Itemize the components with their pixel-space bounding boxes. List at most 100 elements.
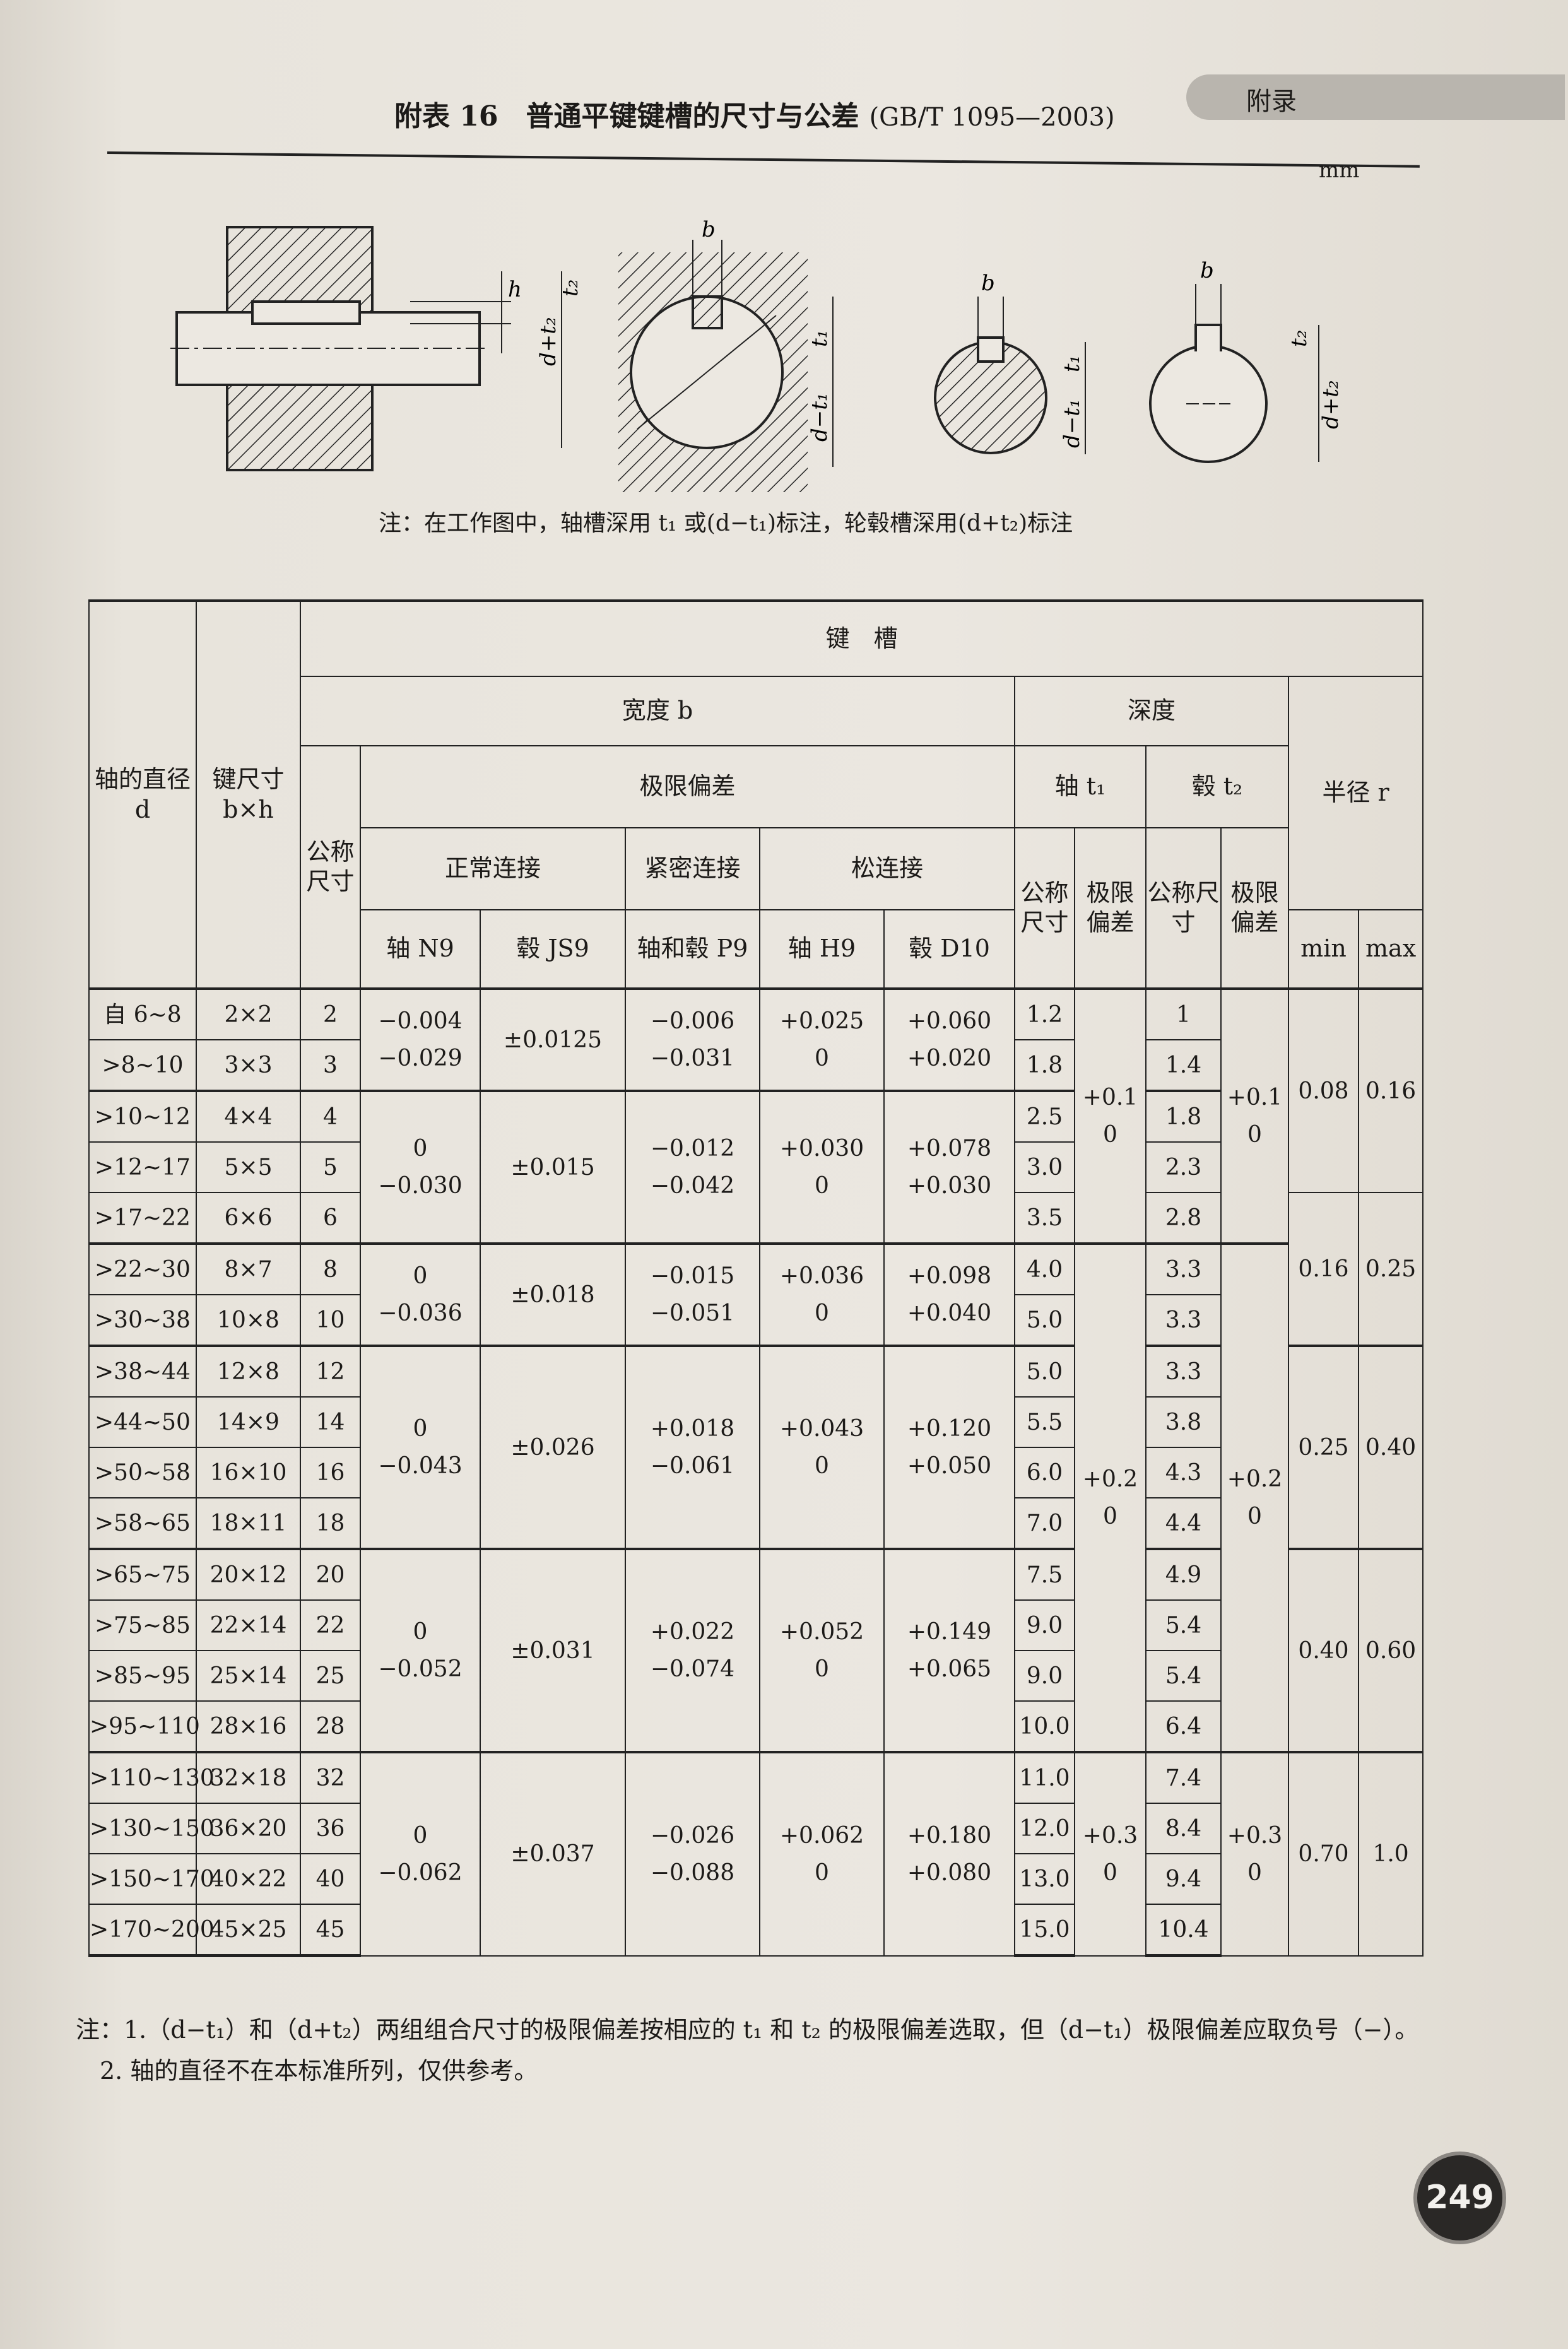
p9-deviation-cell-value: +0.018 (650, 1416, 735, 1442)
table-row: >150~170 40×22 40 13.0 9.4 (88, 1853, 1423, 1905)
key-size-cell: 18×11 (196, 1497, 301, 1550)
col-key-size: 键尺寸 b×h (196, 599, 301, 989)
col-normal-fit: 正常连接 (360, 827, 626, 910)
js9-deviation-cell: ±0.018 (480, 1242, 626, 1346)
col-p9: 轴和毂 P9 (625, 909, 760, 989)
shaft-diameter-cell: >12~17 (88, 1141, 197, 1193)
t2-nominal-cell: 3.3 (1145, 1345, 1222, 1398)
t1-nominal-cell: 1.2 (1014, 987, 1075, 1040)
p9-deviation-cell-value: −0.088 (650, 1859, 735, 1886)
n9-deviation-cell-value: −0.030 (378, 1173, 463, 1199)
nominal-width-cell: 36 (300, 1803, 361, 1854)
table-body: 自 6~8 2×2 2 −0.004 −0.029 ±0.0125 −0.006 −0.031… (88, 987, 1424, 1957)
shaft-diameter-cell: >50~58 (88, 1447, 197, 1498)
shaft-diameter-cell: >17~22 (88, 1192, 197, 1244)
d10-deviation-cell-value: +0.030 (907, 1173, 992, 1199)
n9-deviation-cell: 0 −0.062 (360, 1751, 481, 1957)
t1-nominal-cell: 10.0 (1014, 1700, 1075, 1753)
nominal-width-cell: 6 (300, 1192, 361, 1244)
col-h9: 轴 H9 (759, 909, 885, 989)
shaft-diameter-cell: 自 6~8 (88, 987, 197, 1040)
key-size-cell: 4×4 (196, 1090, 301, 1143)
d10-deviation-cell: +0.060 +0.020 (883, 987, 1015, 1092)
t1-nominal-cell: 13.0 (1014, 1853, 1075, 1905)
shaft-diameter-cell: >75~85 (88, 1599, 197, 1651)
n9-deviation-cell-value: −0.036 (378, 1300, 463, 1326)
label-b-shaft: b (981, 271, 995, 296)
h9-deviation-cell: +0.030 0 (759, 1090, 885, 1244)
js9-deviation-cell-value: ±0.037 (510, 1841, 595, 1868)
p9-deviation-cell-value: −0.061 (650, 1453, 735, 1479)
t2-nominal-cell: 4.3 (1145, 1447, 1222, 1498)
p9-deviation-cell-value: −0.015 (650, 1263, 735, 1289)
js9-deviation-cell-value: ±0.0125 (503, 1027, 603, 1053)
t2-nominal-cell: 2.8 (1145, 1192, 1222, 1244)
n9-deviation-cell-value: 0 (413, 1619, 428, 1645)
t2-deviation-cell-value: 0 (1247, 1859, 1262, 1886)
key-size-cell: 32×18 (196, 1751, 301, 1804)
col-d10: 毂 D10 (883, 909, 1015, 989)
js9-deviation-cell-value: ±0.031 (510, 1637, 595, 1664)
t2-nominal-cell: 6.4 (1145, 1700, 1222, 1753)
table-row: >8~10 3×3 3 1.8 1.4 (88, 1039, 1423, 1092)
h9-deviation-cell-value: +0.030 (779, 1136, 864, 1162)
t1-deviation-cell: +0.3 0 (1074, 1751, 1147, 1957)
h9-deviation-cell-value: +0.062 (779, 1822, 864, 1849)
d10-deviation-cell-value: +0.098 (907, 1263, 992, 1289)
n9-deviation-cell-value: 0 (413, 1136, 428, 1162)
t2-nominal-cell: 10.4 (1145, 1904, 1222, 1957)
h9-deviation-cell-value: 0 (815, 1300, 829, 1326)
n9-deviation-cell: 0 −0.052 (360, 1548, 481, 1753)
col-shaft-diameter: 轴的直径 d (88, 599, 197, 989)
t2-deviation-cell-value: +0.3 (1227, 1822, 1283, 1849)
t2-deviation-cell-value: 0 (1247, 1504, 1262, 1529)
t1-deviation-cell-value: +0.2 (1082, 1466, 1138, 1492)
key-size-cell: 25×14 (196, 1650, 301, 1702)
col-keyway: 键 槽 (299, 599, 1424, 677)
js9-deviation-cell: ±0.037 (480, 1751, 626, 1957)
col-t2-deviation: 极限偏差 (1220, 827, 1289, 989)
h9-deviation-cell: +0.025 0 (759, 987, 885, 1092)
n9-deviation-cell-value: 0 (413, 1822, 428, 1849)
table-row: >22~30 8×7 8 0 −0.036 ±0.018 −0.015 −0.051 +0.03… (88, 1242, 1423, 1753)
n9-deviation-cell-value: −0.029 (378, 1045, 463, 1071)
d10-deviation-cell-value: +0.040 (907, 1300, 992, 1326)
t2-nominal-cell: 1.8 (1145, 1090, 1222, 1143)
col-min: min (1288, 909, 1359, 989)
key-size-cell: 8×7 (196, 1242, 301, 1295)
table-notes: 注：1.（d−t₁）和（d+t₂）两组组合尺寸的极限偏差按相应的 t₁ 和 t₂… (76, 2010, 1420, 2091)
nominal-width-cell: 4 (300, 1090, 361, 1143)
h9-deviation-cell-value: 0 (815, 1173, 829, 1199)
longitudinal-section-figure: h (170, 226, 522, 471)
n9-deviation-cell: 0 −0.036 (360, 1242, 481, 1346)
label-b: b (702, 217, 716, 242)
col-t2-nominal: 公称尺寸 (1145, 827, 1222, 989)
key-size-cell: 5×5 (196, 1141, 301, 1193)
js9-deviation-cell: ±0.0125 (480, 987, 626, 1092)
shaft-diameter-cell: >22~30 (88, 1242, 197, 1295)
col-depth: 深度 (1014, 676, 1289, 746)
h9-deviation-cell: +0.062 0 (759, 1751, 885, 1957)
t2-nominal-cell: 9.4 (1145, 1853, 1222, 1905)
shaft-diameter-cell: >110~130 (88, 1751, 215, 1804)
n9-deviation-cell-value: 0 (413, 1263, 428, 1289)
t1-nominal-cell: 11.0 (1014, 1751, 1075, 1804)
col-limit-deviation: 极限偏差 (360, 745, 1015, 828)
nominal-width-cell: 25 (300, 1650, 361, 1702)
t2-nominal-cell: 5.4 (1145, 1599, 1222, 1651)
t2-nominal-cell: 8.4 (1145, 1803, 1222, 1854)
n9-deviation-cell: −0.004 −0.029 (360, 987, 481, 1092)
page-title: 附表 16 普通平键键槽的尺寸与公差 (GB/T 1095—2003) (394, 93, 1115, 134)
key-size-cell: 12×8 (196, 1345, 301, 1398)
key-size-cell: 40×22 (196, 1853, 301, 1905)
d10-deviation-cell-value: +0.060 (907, 1008, 992, 1034)
shaft-section-figure: b t₁ d−t₁ (934, 271, 1086, 454)
d10-deviation-cell-value: +0.180 (907, 1822, 992, 1849)
shaft-diameter-cell: >95~110 (88, 1700, 200, 1753)
table-row: >130~150 36×20 36 12.0 8.4 (88, 1803, 1423, 1854)
h9-deviation-cell-value: 0 (815, 1859, 829, 1886)
t1-deviation-cell-value: 0 (1103, 1504, 1117, 1529)
d10-deviation-cell-value: +0.080 (907, 1859, 992, 1886)
label-h: h (508, 277, 522, 302)
shaft-diameter-cell: >85~95 (88, 1650, 197, 1702)
